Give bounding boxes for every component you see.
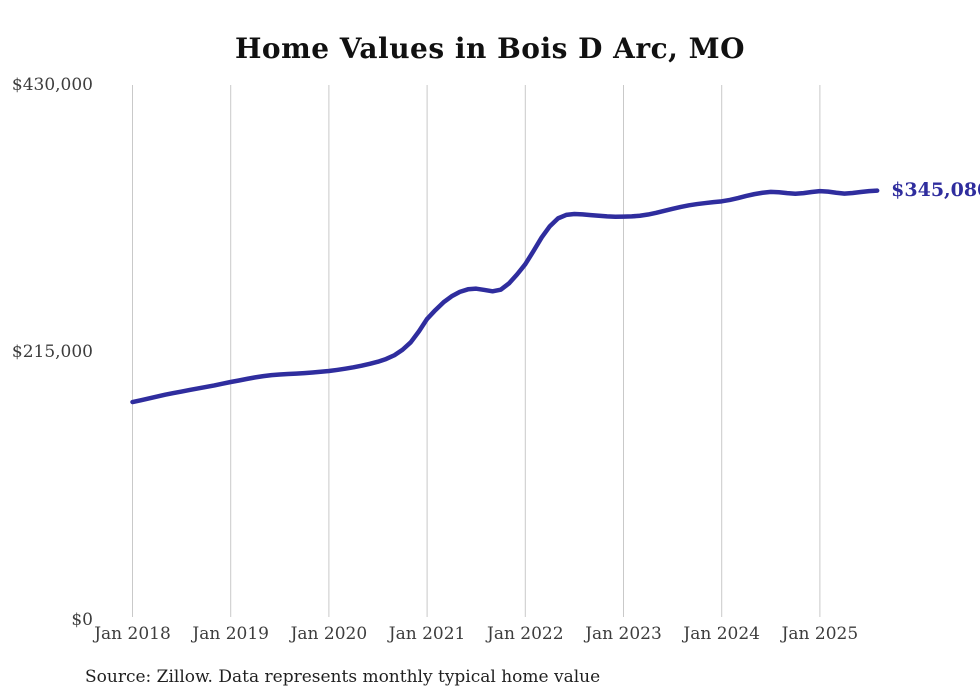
y-axis-label-215000: $215,000 (11, 342, 93, 362)
x-axis-label: Jan 2023 (585, 624, 662, 644)
current-value-label: $345,080 (891, 178, 980, 201)
x-axis-label: Jan 2025 (781, 624, 859, 644)
chart-title: Home Values in Bois D Arc, MO (234, 32, 746, 65)
gridlines (132, 85, 821, 617)
x-axis-label: Jan 2018 (94, 624, 171, 644)
x-axis-label: Jan 2024 (683, 624, 760, 644)
x-axis-label: Jan 2020 (290, 624, 368, 644)
source-note: Source: Zillow. Data represents monthly … (85, 667, 601, 687)
x-axis-label: Jan 2022 (487, 624, 564, 644)
home-value-line (130, 188, 880, 405)
y-axis-label-430000: $430,000 (11, 75, 93, 95)
x-axis-label: Jan 2021 (388, 624, 466, 644)
y-axis-label-0: $0 (71, 610, 93, 630)
x-axis-label: Jan 2019 (192, 624, 269, 644)
